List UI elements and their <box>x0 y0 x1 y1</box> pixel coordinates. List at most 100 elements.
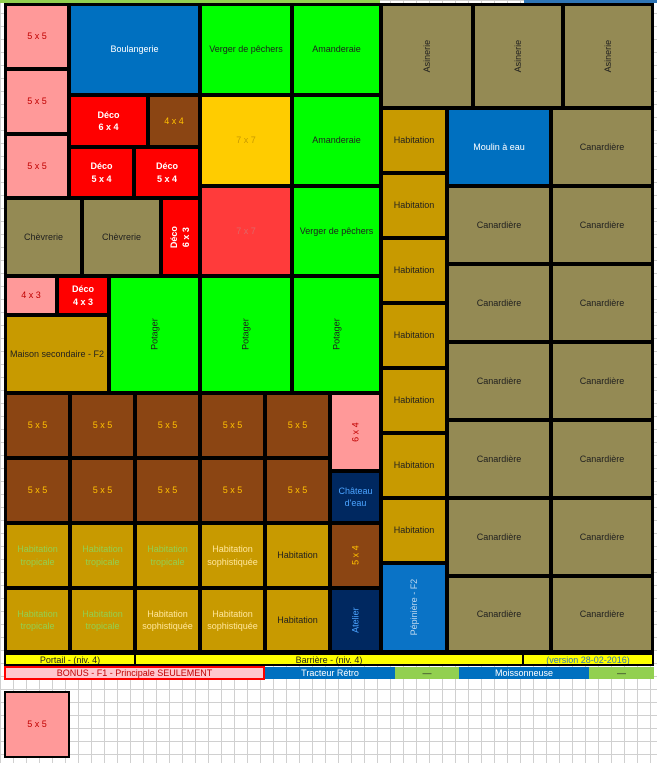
plot-label: Boulangerie <box>110 44 159 55</box>
plot-verger-1[interactable]: Verger de pêchers <box>199 3 293 96</box>
top-strip-right <box>524 0 657 3</box>
plot-canardiere-3b[interactable]: Canardière <box>550 263 654 343</box>
plot-label: Canardière <box>579 453 625 464</box>
plot-habitation-tropicale-3[interactable]: Habitation tropicale <box>134 522 201 589</box>
plot-6x4-pink[interactable]: 6 x 4 <box>329 392 382 472</box>
plot-label: Chèvrerie <box>101 231 141 242</box>
version-label: (version 28-02-2016) <box>522 653 654 666</box>
plot-maison-secondaire[interactable]: Maison secondaire - F2 <box>4 314 110 394</box>
plot-pink-5x5-2[interactable]: 5 x 5 <box>4 68 70 135</box>
plot-habitation-tropicale-1[interactable]: Habitation tropicale <box>4 522 71 589</box>
plot-habitation-sophistiquee-2[interactable]: Habitation sophistiquée <box>134 587 201 653</box>
plot-canardiere-4a[interactable]: Canardière <box>446 341 552 421</box>
barriere-bar[interactable]: Barrière - (niv. 4) <box>134 653 524 666</box>
plot-bonus-5x5[interactable]: 5 x 5 <box>4 691 70 758</box>
plot-label: Canardière <box>579 608 625 619</box>
plot-habitation-c1[interactable]: Habitation <box>264 522 331 589</box>
plot-asinerie-3[interactable]: Asinerie <box>562 3 654 109</box>
plot-habitation-right-1[interactable]: Habitation <box>380 107 448 174</box>
plot-brown-5x5-3[interactable]: 5 x 5 <box>134 392 201 459</box>
plot-canardiere-5b[interactable]: Canardière <box>550 419 654 499</box>
plot-amanderaie-1[interactable]: Amanderaie <box>291 3 382 96</box>
plot-asinerie-2[interactable]: Asinerie <box>472 3 564 109</box>
plot-label: Canardière <box>476 608 522 619</box>
plot-4x3[interactable]: 4 x 3 <box>4 275 58 316</box>
plot-potager-1[interactable]: Potager <box>108 275 201 394</box>
bar-label: — <box>617 668 626 678</box>
plot-4x4[interactable]: 4 x 4 <box>147 94 201 148</box>
plot-5x4-brown[interactable]: 5 x 4 <box>329 522 382 589</box>
plot-label: Potager <box>240 318 251 351</box>
portail-bar[interactable]: Portail - (niv. 4) <box>4 653 136 666</box>
moissonneuse-bar[interactable]: Moissonneuse <box>459 667 589 679</box>
plot-brown-5x5-6[interactable]: 5 x 5 <box>4 457 71 524</box>
plot-pink-5x5-3[interactable]: 5 x 5 <box>4 133 70 199</box>
plot-label: Habitation <box>393 265 435 276</box>
plot-label: Chèvrerie <box>23 231 63 242</box>
plot-label: Atelier <box>350 607 361 633</box>
plot-chateau-deau[interactable]: Château d'eau <box>329 470 382 524</box>
plot-habitation-tropicale-2[interactable]: Habitation tropicale <box>69 522 136 589</box>
plot-canardiere-2b[interactable]: Canardière <box>550 185 654 265</box>
bonus-bar[interactable]: BONUS - F1 - Principale SEULEMENT <box>4 666 265 680</box>
plot-asinerie-1[interactable]: Asinerie <box>380 3 474 109</box>
plot-label: Verger de pêchers <box>299 225 374 236</box>
plot-7x7-red[interactable]: 7 x 7 <box>199 185 293 277</box>
plot-7x7-yellow[interactable]: 7 x 7 <box>199 94 293 187</box>
plot-boulangerie[interactable]: Boulangerie <box>68 3 201 96</box>
plot-atelier[interactable]: Atelier <box>329 587 382 653</box>
plot-label: 5 x 5 <box>27 160 47 171</box>
tracteur-bar[interactable]: Tracteur Rétro <box>265 667 395 679</box>
plot-label: Canardière <box>579 531 625 542</box>
plot-label: Verger de pêchers <box>209 44 283 55</box>
plot-label: Déco 5 x 4 <box>155 161 178 184</box>
plot-label: 7 x 7 <box>236 225 256 236</box>
plot-pepiniere[interactable]: Pépinière - F2 <box>380 562 448 653</box>
plot-deco-5x4-a[interactable]: Déco 5 x 4 <box>68 146 135 199</box>
plot-habitation-right-2[interactable]: Habitation <box>380 172 448 239</box>
dash-bar-1[interactable]: — <box>395 667 459 679</box>
plot-canardiere-6a[interactable]: Canardière <box>446 497 552 577</box>
plot-chevrerie-1[interactable]: Chèvrerie <box>4 197 83 277</box>
plot-habitation-sophistiquee-3[interactable]: Habitation sophistiquée <box>199 587 266 653</box>
plot-canardiere-3a[interactable]: Canardière <box>446 263 552 343</box>
plot-potager-2[interactable]: Potager <box>199 275 293 394</box>
plot-brown-5x5-8[interactable]: 5 x 5 <box>134 457 201 524</box>
plot-brown-5x5-5[interactable]: 5 x 5 <box>264 392 331 459</box>
plot-pink-5x5-1[interactable]: 5 x 5 <box>4 3 70 70</box>
plot-habitation-right-6[interactable]: Habitation <box>380 432 448 499</box>
plot-moulin-a-eau[interactable]: Moulin à eau <box>446 107 552 187</box>
plot-deco-6x3[interactable]: Déco 6 x 3 <box>160 197 201 277</box>
plot-habitation-right-5[interactable]: Habitation <box>380 367 448 434</box>
plot-habitation-tropicale-5[interactable]: Habitation tropicale <box>69 587 136 653</box>
dash-bar-2[interactable]: — <box>589 667 654 679</box>
plot-canardiere-7a[interactable]: Canardière <box>446 575 552 653</box>
plot-deco-5x4-b[interactable]: Déco 5 x 4 <box>133 146 201 199</box>
plot-label: 5 x 5 <box>27 96 47 107</box>
plot-habitation-right-7[interactable]: Habitation <box>380 497 448 564</box>
plot-deco-6x4[interactable]: Déco 6 x 4 <box>68 94 149 148</box>
plot-deco-4x3[interactable]: Déco 4 x 3 <box>56 275 110 316</box>
plot-canardiere-6b[interactable]: Canardière <box>550 497 654 577</box>
plot-habitation-tropicale-4[interactable]: Habitation tropicale <box>4 587 71 653</box>
plot-canardiere-2a[interactable]: Canardière <box>446 185 552 265</box>
plot-canardiere-1[interactable]: Canardière <box>550 107 654 187</box>
plot-brown-5x5-1[interactable]: 5 x 5 <box>4 392 71 459</box>
plot-habitation-c2[interactable]: Habitation <box>264 587 331 653</box>
plot-label: Canardière <box>476 219 522 230</box>
plot-verger-2[interactable]: Verger de pêchers <box>291 185 382 277</box>
plot-brown-5x5-10[interactable]: 5 x 5 <box>264 457 331 524</box>
plot-chevrerie-2[interactable]: Chèvrerie <box>81 197 162 277</box>
plot-brown-5x5-7[interactable]: 5 x 5 <box>69 457 136 524</box>
plot-amanderaie-2[interactable]: Amanderaie <box>291 94 382 187</box>
plot-canardiere-5a[interactable]: Canardière <box>446 419 552 499</box>
plot-canardiere-4b[interactable]: Canardière <box>550 341 654 421</box>
plot-brown-5x5-2[interactable]: 5 x 5 <box>69 392 136 459</box>
plot-canardiere-7b[interactable]: Canardière <box>550 575 654 653</box>
plot-habitation-right-4[interactable]: Habitation <box>380 302 448 369</box>
plot-habitation-sophistiquee-1[interactable]: Habitation sophistiquée <box>199 522 266 589</box>
plot-brown-5x5-9[interactable]: 5 x 5 <box>199 457 266 524</box>
plot-brown-5x5-4[interactable]: 5 x 5 <box>199 392 266 459</box>
plot-potager-3[interactable]: Potager <box>291 275 382 394</box>
plot-habitation-right-3[interactable]: Habitation <box>380 237 448 304</box>
